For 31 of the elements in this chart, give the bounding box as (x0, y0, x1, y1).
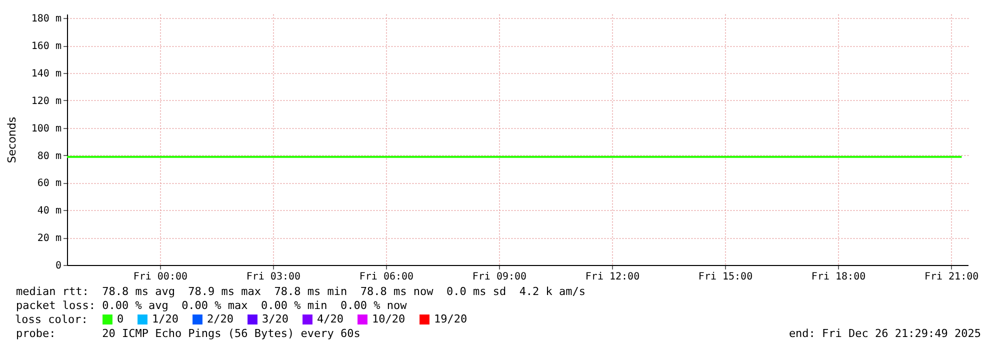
x-tick-label: Fri 12:00 (585, 272, 640, 282)
x-tick-label: Fri 00:00 (133, 272, 188, 282)
text: probe: 20 ICMP Echo Pings (56 Bytes) every 60s (16, 327, 360, 340)
legend-label: 2/20 (207, 312, 234, 326)
y-tick-label: 60 m (37, 178, 62, 190)
y-tick-label: 40 m (37, 206, 62, 217)
text: end: Fri Dec 26 21:29:49 2025 (788, 327, 981, 340)
text: median rtt: 78.8 ms avg 78.9 ms max 78.8 ms min 78.8 ms now 0.0 ms sd 4.2 k am/s (16, 285, 586, 298)
legend-title: loss color: (15, 313, 88, 326)
text: packet loss: 0.00 % avg 0.00 % max 0.00 % min 0.00 % now (16, 299, 407, 312)
y-tick-label: 160 m (31, 41, 62, 52)
y-tick-label: 120 m (31, 96, 62, 107)
x-tick-label: Fri 03:00 (246, 272, 301, 282)
y-tick-label: 80 m (37, 150, 62, 162)
legend-label: 10/20 (372, 312, 406, 326)
y-axis-title: Seconds (5, 116, 18, 164)
y-tick-label: 180 m (31, 14, 62, 25)
legend-label: 19/20 (434, 312, 468, 326)
x-tick-label: Fri 06:00 (359, 272, 414, 282)
x-tick-label: Fri 21:00 (924, 272, 979, 282)
legend-label: 1/20 (152, 312, 178, 326)
x-tick-label: Fri 09:00 (472, 272, 527, 282)
x-tick-label: Fri 18:00 (811, 272, 866, 282)
y-tick-label: 0 (55, 260, 62, 272)
legend-label: 4/20 (317, 312, 344, 326)
x-tick-label: Fri 15:00 (698, 272, 753, 282)
legend-label: 0 (117, 312, 124, 326)
legend-label: 3/20 (262, 312, 288, 326)
y-tick-label: 100 m (31, 123, 62, 134)
y-tick-label: 20 m (37, 233, 62, 244)
y-tick-label: 140 m (31, 68, 62, 80)
